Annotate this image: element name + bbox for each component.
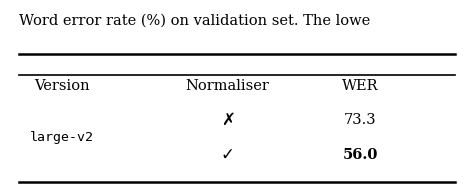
Text: Normaliser: Normaliser [186, 79, 269, 93]
Text: large-v2: large-v2 [29, 131, 94, 144]
Text: Version: Version [34, 79, 90, 93]
Text: Word error rate (%) on validation set. The lowe: Word error rate (%) on validation set. T… [19, 14, 370, 28]
Text: ✗: ✗ [220, 111, 235, 129]
Text: 56.0: 56.0 [343, 148, 378, 162]
Text: 73.3: 73.3 [344, 113, 376, 127]
Text: WER: WER [342, 79, 379, 93]
Text: ✓: ✓ [220, 146, 235, 164]
